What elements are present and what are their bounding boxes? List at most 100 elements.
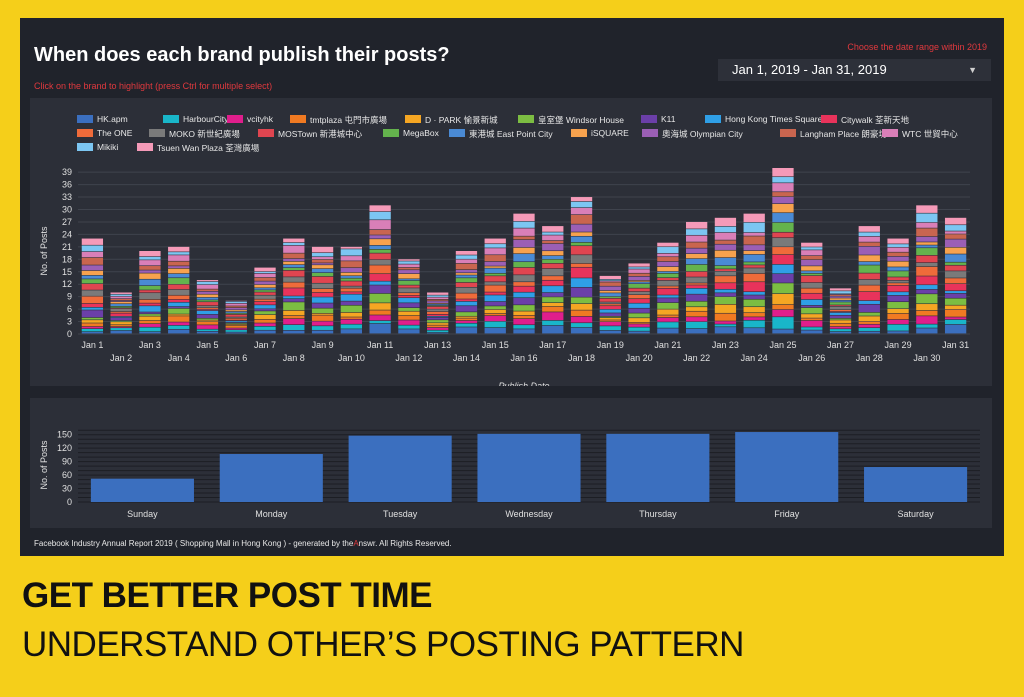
bar-segment[interactable] [254,295,276,299]
bar-segment[interactable] [139,306,161,312]
bar-segment[interactable] [944,217,967,225]
bar-segment[interactable] [484,306,506,310]
bar-segment[interactable] [81,257,104,265]
bar-segment[interactable] [168,322,190,326]
bar-segment[interactable] [714,244,737,250]
bar-segment[interactable] [858,265,880,273]
bar-segment[interactable] [311,308,334,314]
bar-segment[interactable] [743,232,765,236]
bar-segment[interactable] [455,312,478,316]
bar-segment[interactable] [340,256,363,261]
bar-segment[interactable] [110,296,132,299]
bar-segment[interactable] [455,293,478,299]
bar-segment[interactable] [196,318,219,320]
bar-segment[interactable] [772,177,794,183]
bar-segment[interactable] [311,303,334,308]
bar-segment[interactable] [168,273,190,278]
bar-segment[interactable] [801,273,823,276]
bar-segment[interactable] [944,271,967,278]
bar-segment[interactable] [628,324,650,327]
bar-segment[interactable] [858,285,880,292]
bar-segment[interactable] [225,324,247,326]
bar-segment[interactable] [427,320,449,323]
bar-segment[interactable] [858,316,880,322]
bar-segment[interactable] [944,254,967,262]
bar-segment[interactable] [570,297,593,304]
bar-segment[interactable] [225,307,247,310]
bar-segment[interactable] [81,251,104,258]
bar-segment[interactable] [887,277,909,281]
bar-segment[interactable] [398,315,420,320]
bar-segment[interactable] [311,315,334,321]
bar-segment[interactable] [455,263,478,270]
bar-segment[interactable] [110,311,132,313]
bar-segment[interactable] [81,296,104,304]
bar-segment[interactable] [283,242,305,246]
bar-segment[interactable] [398,303,420,308]
bar-segment[interactable] [398,311,420,316]
bar-segment[interactable] [916,276,938,285]
bar-segment[interactable] [283,277,305,282]
bar-segment[interactable] [196,300,219,302]
bar-segment[interactable] [340,286,363,288]
bar-segment[interactable] [743,313,765,317]
bar-segment[interactable] [427,309,449,312]
bar-segment[interactable] [254,281,276,285]
bar-segment[interactable] [657,322,679,328]
bar-segment[interactable] [455,320,478,323]
bar-segment[interactable] [340,294,363,301]
bar-segment[interactable] [513,275,535,282]
bar-segment[interactable] [570,214,593,224]
bar-segment[interactable] [139,314,161,316]
bar-segment[interactable] [714,293,737,297]
bar-segment[interactable] [916,248,938,256]
bar-segment[interactable] [542,306,564,312]
bar-segment[interactable] [398,259,420,261]
bar-segment[interactable] [398,267,420,270]
bar-segment[interactable] [743,268,765,274]
bar-segment[interactable] [513,267,535,275]
bar-segment[interactable] [81,283,104,290]
bar-segment[interactable] [196,320,219,322]
bar-segment[interactable] [628,269,650,273]
bar-segment[interactable] [772,254,794,265]
bar-segment[interactable] [829,315,852,319]
bar-segment[interactable] [513,221,535,228]
bar-segment[interactable] [398,325,420,329]
bar-segment[interactable] [513,228,535,236]
bar-segment[interactable] [513,318,535,325]
bar-segment[interactable] [685,294,708,301]
bar-segment[interactable] [570,310,593,317]
bar-segment[interactable] [570,267,593,278]
bar-segment[interactable] [168,261,190,266]
bar-segment[interactable] [887,313,909,320]
bar-segment[interactable] [81,238,104,245]
bar-segment[interactable] [858,232,880,237]
bar-segment[interactable] [427,295,449,297]
bar-segment[interactable] [916,213,938,223]
bar-segment[interactable] [196,306,219,308]
bar-segment[interactable] [455,327,478,334]
bar-segment[interactable] [916,222,938,228]
bar-segment[interactable] [513,315,535,319]
bar-segment[interactable] [340,281,363,286]
bar-segment[interactable] [657,298,679,303]
bar-segment[interactable] [139,273,161,279]
bar-segment[interactable] [944,291,967,294]
bar-segment[interactable] [484,309,506,314]
bar-segment[interactable] [398,298,420,303]
bar-segment[interactable] [685,311,708,317]
bar-segment[interactable] [139,324,161,327]
bar-segment[interactable] [772,293,794,305]
bar-segment[interactable] [685,271,708,277]
bar-segment[interactable] [283,315,305,319]
bar-segment[interactable] [542,232,564,235]
bar-segment[interactable] [657,273,679,278]
bar-segment[interactable] [944,262,967,265]
bar-segment[interactable] [513,262,535,268]
bar-segment[interactable] [801,293,823,300]
bar-segment[interactable] [81,275,104,279]
bar-segment[interactable] [254,326,276,330]
bar-segment[interactable] [455,273,478,275]
bar-segment[interactable] [110,306,132,308]
